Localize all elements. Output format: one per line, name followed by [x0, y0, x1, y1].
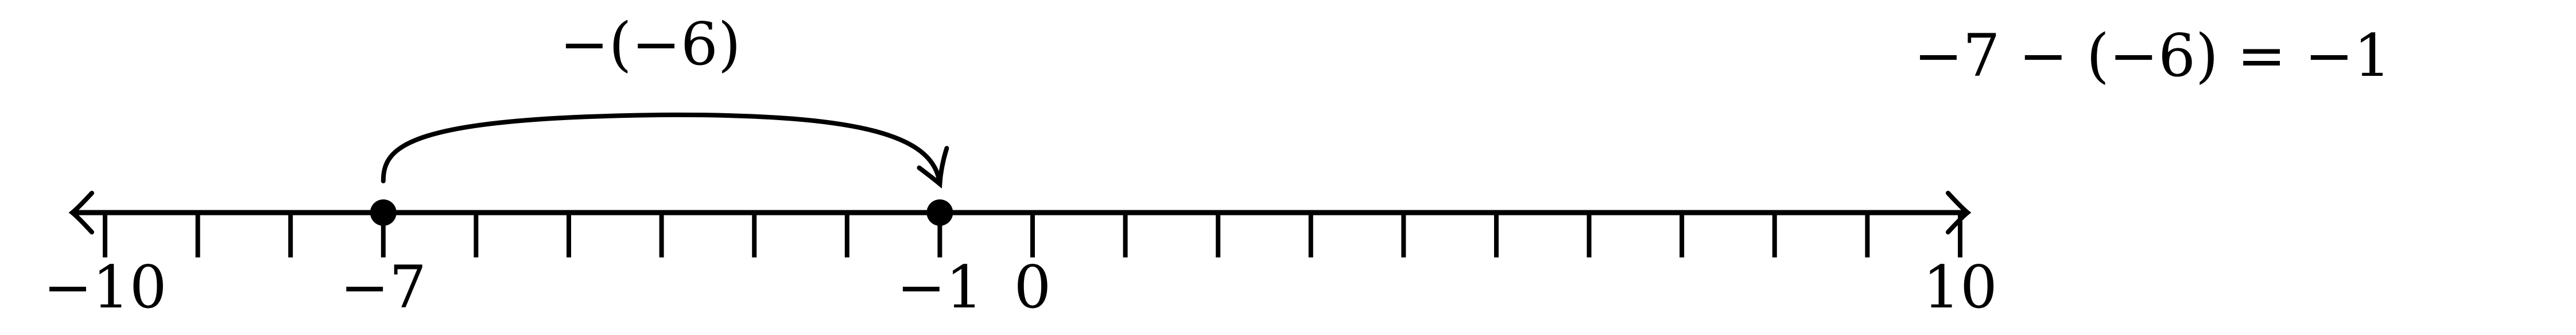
tick-label: −1: [897, 253, 983, 322]
tick-labels: −10 −7 −1 0 10: [43, 253, 1997, 322]
jump-arc-path: [381, 112, 942, 186]
tick-marks: [103, 213, 1962, 257]
plotted-point: [926, 199, 953, 226]
plotted-points: [370, 199, 953, 226]
tick-label: −7: [340, 253, 426, 322]
jump-arrow-head-icon: [917, 146, 949, 189]
left-arrow-icon: [68, 191, 94, 234]
equation: −7 − (−6) = −1: [1914, 22, 2391, 90]
tick-label: 0: [1014, 253, 1052, 322]
right-arrow-icon: [1946, 191, 1972, 234]
jump-arc: [381, 112, 949, 189]
plotted-point: [370, 199, 397, 226]
jump-label: −(−6): [560, 10, 740, 79]
tick-label: −10: [43, 253, 166, 322]
tick-label: 10: [1923, 253, 1997, 322]
